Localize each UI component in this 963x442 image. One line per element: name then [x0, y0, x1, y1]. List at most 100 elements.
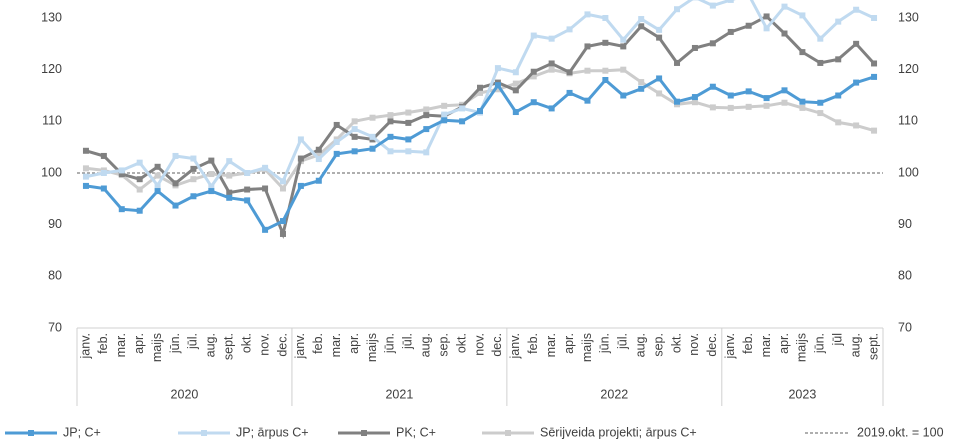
- data-point: [118, 206, 125, 213]
- x-tick-label: nov.: [472, 333, 486, 356]
- x-tick-label: jūl.: [186, 333, 200, 350]
- data-point: [190, 176, 197, 183]
- data-point: [262, 164, 269, 171]
- data-point: [136, 207, 143, 214]
- data-point: [620, 36, 627, 43]
- data-point: [638, 16, 645, 23]
- data-point: [763, 102, 770, 109]
- data-point: [674, 59, 681, 66]
- data-point: [512, 69, 519, 76]
- data-point: [297, 155, 304, 162]
- data-point: [584, 67, 591, 74]
- data-point: [763, 13, 770, 20]
- data-point: [333, 121, 340, 128]
- data-point: [172, 202, 179, 209]
- data-point: [477, 84, 483, 91]
- data-point: [118, 167, 125, 174]
- data-point: [244, 186, 251, 193]
- data-point: [656, 90, 663, 97]
- data-point: [136, 176, 143, 183]
- data-point: [620, 43, 627, 50]
- year-label: 2020: [171, 387, 199, 401]
- x-tick-label: apr.: [562, 333, 576, 354]
- data-point: [208, 171, 215, 178]
- data-point: [226, 158, 233, 165]
- data-point: [638, 79, 645, 86]
- y-tick-label: 100: [41, 165, 62, 179]
- data-point: [763, 95, 770, 102]
- data-point: [781, 3, 788, 10]
- data-point: [817, 99, 824, 106]
- x-tick-label: sept.: [222, 333, 236, 360]
- data-point: [226, 194, 233, 201]
- data-point: [530, 32, 537, 39]
- x-tick-label: sept.: [866, 333, 880, 360]
- x-tick-label: feb.: [96, 333, 110, 354]
- data-point: [817, 110, 824, 117]
- x-tick-label: okt.: [454, 333, 468, 353]
- data-point: [441, 102, 448, 109]
- data-point: [297, 136, 304, 143]
- data-point: [727, 92, 734, 99]
- data-point: [620, 66, 627, 73]
- data-point: [423, 126, 430, 133]
- data-point: [154, 182, 161, 189]
- x-tick-label: maijs: [580, 333, 594, 362]
- data-point: [494, 86, 501, 93]
- x-tick-label: dec.: [275, 333, 289, 357]
- x-tick-label: apr.: [132, 333, 146, 354]
- data-point: [835, 56, 842, 63]
- x-tick-label: aug.: [848, 333, 862, 357]
- data-point: [477, 108, 483, 114]
- data-point: [727, 28, 734, 35]
- data-point: [566, 69, 573, 76]
- data-point: [154, 172, 161, 179]
- data-point: [781, 99, 788, 106]
- data-point: [351, 126, 358, 133]
- x-tick-label: feb.: [741, 333, 755, 354]
- data-point: [100, 185, 107, 192]
- data-point: [799, 98, 806, 105]
- data-point: [208, 183, 215, 190]
- data-point: [548, 66, 555, 73]
- y-tick-label: 70: [48, 320, 62, 334]
- data-point: [262, 226, 269, 233]
- data-point: [405, 119, 412, 126]
- data-point: [190, 193, 197, 200]
- data-point: [226, 189, 233, 196]
- data-point: [835, 119, 842, 126]
- data-point: [315, 156, 322, 163]
- data-point: [279, 185, 286, 192]
- data-point: [871, 60, 878, 67]
- data-point: [530, 99, 537, 106]
- data-point: [691, 99, 698, 106]
- x-tick-label: jūn.: [383, 333, 397, 354]
- series-line: [85, 14, 876, 240]
- x-tick-label: apr.: [347, 333, 361, 354]
- data-point: [709, 104, 716, 111]
- series-line: [85, 75, 875, 232]
- x-tick-label: sep.: [651, 333, 665, 357]
- data-point: [82, 182, 89, 189]
- data-point: [530, 68, 537, 75]
- data-point: [799, 49, 806, 56]
- y2-tick-label: 90: [898, 217, 912, 231]
- data-point: [423, 112, 430, 119]
- data-point: [208, 188, 215, 195]
- x-tick-label: mar.: [759, 333, 773, 357]
- x-tick-label: jūl.: [616, 333, 630, 350]
- data-point: [799, 12, 806, 19]
- legend-label: JP; ārpus C+: [236, 425, 309, 439]
- data-point: [566, 89, 573, 96]
- x-tick-label: jūl.: [401, 333, 415, 350]
- data-point: [584, 11, 591, 18]
- x-tick-label: jūn.: [598, 333, 612, 354]
- data-point: [656, 26, 663, 33]
- data-point: [405, 148, 412, 155]
- data-point: [82, 165, 89, 172]
- legend-label: JP; C+: [63, 425, 101, 439]
- x-tick-label: aug.: [633, 333, 647, 357]
- data-point: [351, 118, 358, 125]
- data-point: [369, 133, 376, 140]
